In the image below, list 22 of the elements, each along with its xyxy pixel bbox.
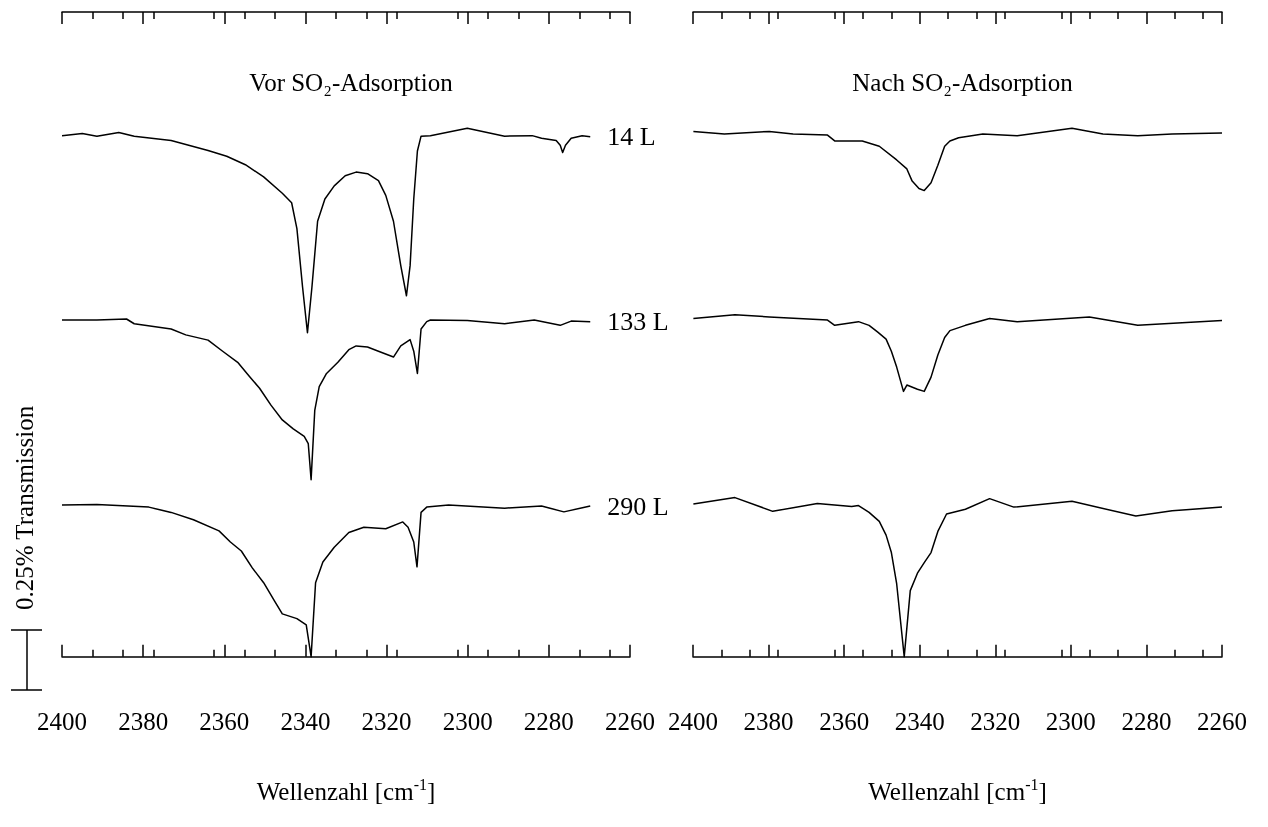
x-tick-label: 2340	[280, 708, 331, 735]
series-label: 133 L	[607, 307, 669, 337]
x-tick-label: 2380	[743, 708, 794, 735]
chart-title: Nach SO₂-Adsorption	[852, 69, 1074, 96]
x-tick-label: 2260	[1197, 708, 1247, 735]
x-tick-label: 2380	[118, 708, 169, 735]
series-label: 290 L	[607, 491, 669, 521]
x-tick-label: 2320	[970, 708, 1021, 735]
x-tick-label: 2280	[523, 708, 574, 735]
x-tick-label: 2400	[37, 708, 87, 735]
x-tick-label: 2300	[1045, 708, 1096, 735]
x-tick-label: 2360	[819, 708, 870, 735]
chart-title: Vor SO₂-Adsorption	[249, 69, 454, 96]
x-tick-label: 2320	[361, 708, 412, 735]
x-tick-label: 2340	[894, 708, 945, 735]
x-tick-label: 2400	[668, 708, 718, 735]
series-label: 14 L	[607, 122, 656, 152]
x-tick-label: 2300	[442, 708, 493, 735]
y-axis-title: 0.25% Transmission	[11, 405, 38, 610]
x-tick-label: 2260	[605, 708, 655, 735]
x-tick-label: 2280	[1121, 708, 1172, 735]
x-tick-label: 2360	[199, 708, 250, 735]
